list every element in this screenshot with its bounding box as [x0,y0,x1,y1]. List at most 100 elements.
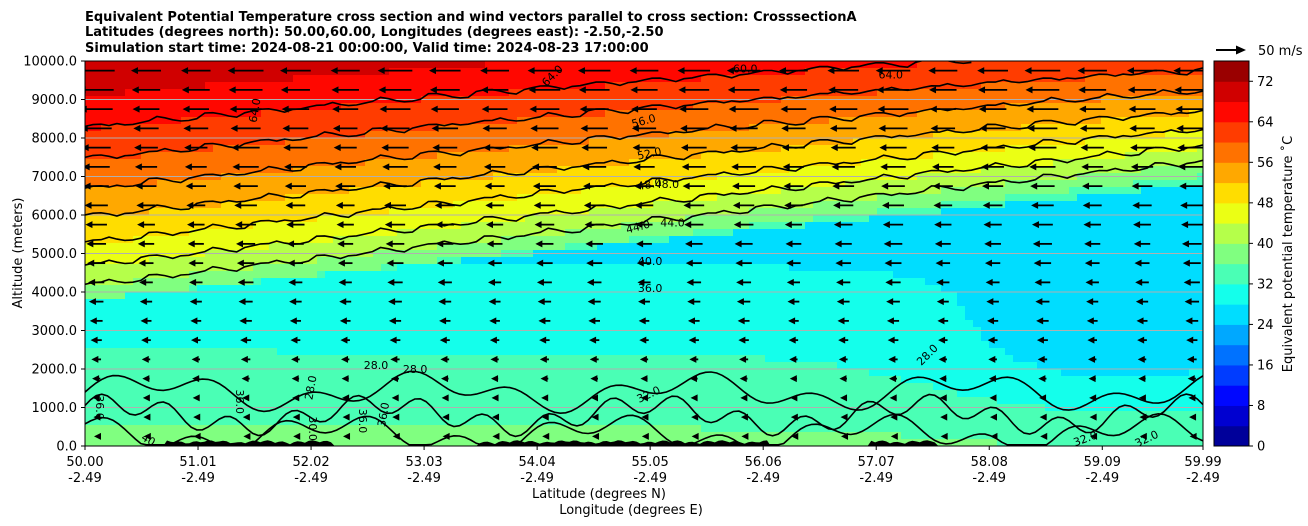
field-cell [101,236,110,244]
field-cell [749,292,758,300]
field-cell [677,187,686,195]
field-cell [661,418,670,426]
field-cell [405,376,414,384]
field-cell [381,376,390,384]
field-cell [509,180,518,188]
field-cell [405,306,414,314]
field-cell [709,110,718,118]
field-cell [421,439,430,446]
field-cell [461,145,470,153]
field-cell [437,82,446,90]
field-cell [741,299,750,307]
field-cell [357,61,366,69]
field-cell [581,292,590,300]
field-cell [101,82,110,90]
field-cell [701,411,710,419]
field-cell [509,229,518,237]
field-cell [461,271,470,279]
field-cell [629,278,638,286]
field-cell [237,334,246,342]
field-cell [765,320,774,328]
field-cell [149,75,158,83]
field-cell [517,131,526,139]
field-cell [269,418,278,426]
field-cell [445,285,454,293]
field-cell [773,208,782,216]
field-cell [181,159,190,167]
field-cell [485,369,494,377]
field-cell [517,313,526,321]
field-cell [549,145,558,153]
field-cell [213,208,222,216]
field-cell [581,285,590,293]
field-cell [197,264,206,272]
field-cell [189,320,198,328]
field-cell [373,138,382,146]
field-cell [205,348,214,356]
field-cell [269,425,278,433]
field-cell [749,222,758,230]
field-cell [117,152,126,160]
field-cell [621,334,630,342]
field-cell [733,138,742,146]
field-cell [685,243,694,251]
field-cell [597,397,606,405]
field-cell [181,89,190,97]
field-cell [525,159,534,167]
field-cell [637,376,646,384]
field-cell [301,264,310,272]
field-cell [669,418,678,426]
field-cell [157,425,166,433]
field-cell [189,285,198,293]
field-cell [557,124,566,132]
field-cell [429,341,438,349]
field-cell [317,89,326,97]
field-cell [181,425,190,433]
field-cell [269,229,278,237]
field-cell [333,194,342,202]
field-cell [749,348,758,356]
field-cell [573,75,582,83]
field-cell [461,117,470,125]
field-cell [749,264,758,272]
field-cell [109,124,118,132]
field-cell [389,271,398,279]
field-cell [429,432,438,440]
field-cell [101,138,110,146]
field-cell [621,320,630,328]
field-cell [485,215,494,223]
field-cell [541,292,550,300]
field-cell [781,285,790,293]
field-cell [621,152,630,160]
field-cell [157,89,166,97]
field-cell [269,397,278,405]
field-cell [653,355,662,363]
field-cell [357,124,366,132]
field-cell [133,397,142,405]
field-cell [245,306,254,314]
field-cell [701,285,710,293]
field-cell [245,180,254,188]
field-cell [285,376,294,384]
field-cell [589,243,598,251]
field-cell [173,341,182,349]
field-cell [221,75,230,83]
field-cell [341,117,350,125]
field-cell [141,215,150,223]
field-cell [205,138,214,146]
field-cell [181,131,190,139]
field-cell [685,257,694,265]
field-cell [381,75,390,83]
field-cell [157,194,166,202]
field-cell [493,299,502,307]
field-cell [93,89,102,97]
field-cell [557,320,566,328]
field-cell [693,264,702,272]
field-cell [125,145,134,153]
field-cell [501,292,510,300]
field-cell [621,222,630,230]
field-cell [565,215,574,223]
field-cell [293,411,302,419]
field-cell [701,432,710,440]
field-cell [709,180,718,188]
